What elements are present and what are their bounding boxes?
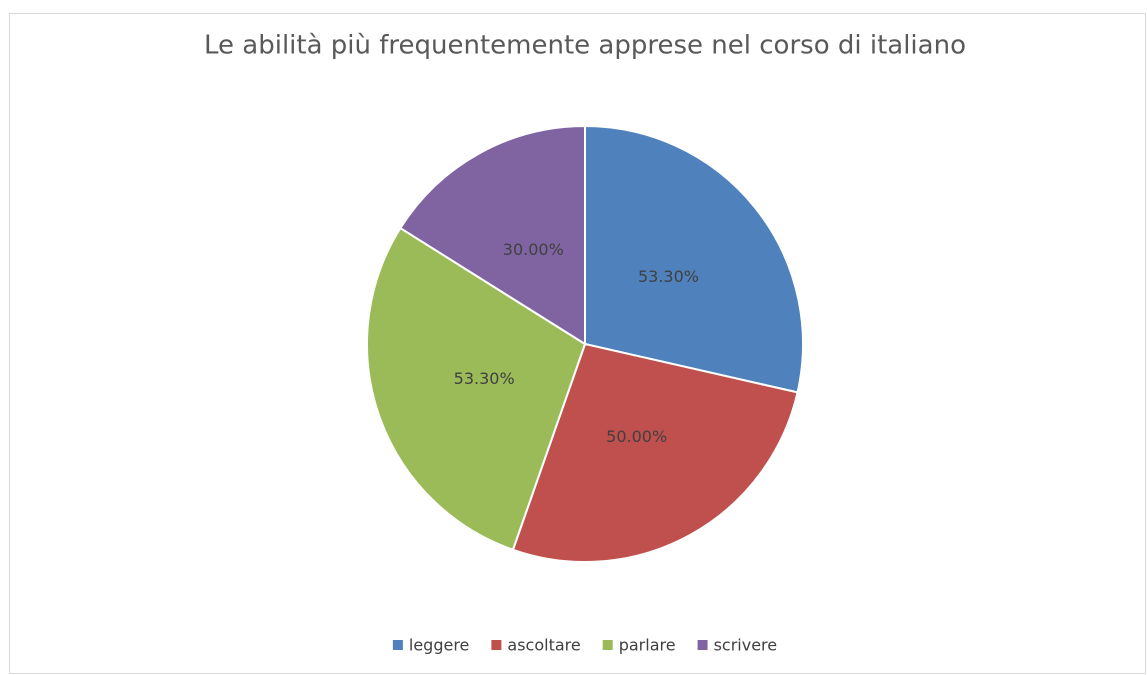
chart-title: Le abilità più frequentemente apprese ne… xyxy=(204,31,966,61)
legend-swatch xyxy=(392,640,403,650)
legend-swatch xyxy=(697,640,708,650)
data-label: 53.30% xyxy=(638,267,699,286)
pie-slice xyxy=(398,124,586,346)
legend-label: parlare xyxy=(619,636,676,655)
pie-slice xyxy=(366,226,587,552)
pie-slice xyxy=(511,342,799,563)
pie-slice xyxy=(584,124,804,394)
legend-swatch xyxy=(602,640,613,650)
legend-label: scrivere xyxy=(714,636,778,655)
data-label: 30.00% xyxy=(503,240,564,259)
legend-label: leggere xyxy=(409,636,470,655)
legend-swatch xyxy=(491,640,502,650)
data-label: 53.30% xyxy=(454,369,515,388)
data-label: 50.00% xyxy=(606,427,667,446)
legend-label: ascoltare xyxy=(507,636,580,655)
